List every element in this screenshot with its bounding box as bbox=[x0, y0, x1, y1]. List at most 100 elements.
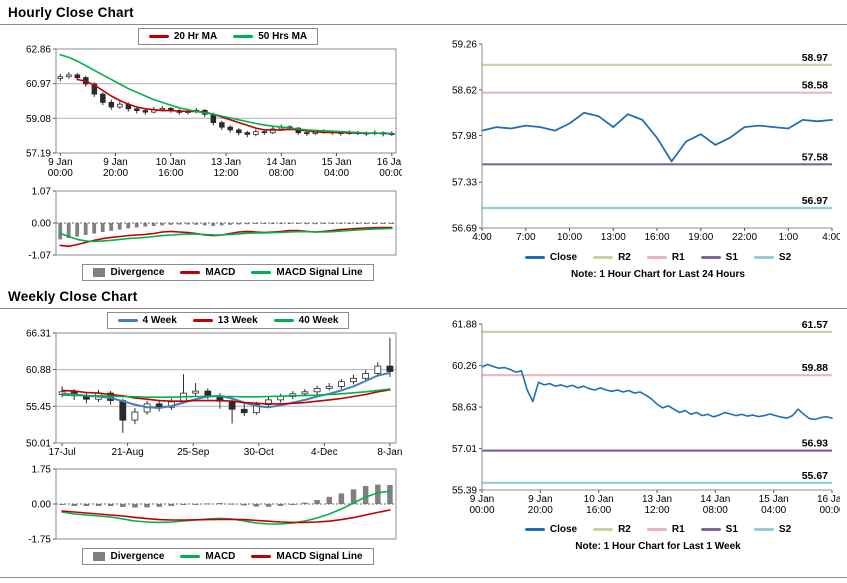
legend-label: R2 bbox=[618, 252, 631, 263]
svg-text:9 Jan: 9 Jan bbox=[48, 157, 72, 168]
legend-label: R2 bbox=[618, 524, 631, 535]
svg-text:10 Jan: 10 Jan bbox=[156, 157, 186, 168]
svg-text:16 Jan: 16 Jan bbox=[377, 157, 402, 168]
svg-text:50.01: 50.01 bbox=[26, 439, 51, 450]
legend-item: MACD Signal Line bbox=[251, 267, 363, 278]
svg-text:16:00: 16:00 bbox=[644, 232, 669, 243]
legend-line-swatch-icon bbox=[646, 528, 667, 531]
legend-label: S2 bbox=[778, 252, 792, 263]
svg-text:58.63: 58.63 bbox=[452, 403, 477, 414]
svg-text:55.39: 55.39 bbox=[452, 486, 477, 497]
legend-item: MACD Signal Line bbox=[251, 551, 363, 562]
svg-text:1.75: 1.75 bbox=[32, 465, 52, 476]
hourly-pivot-note: Note: 1 Hour Chart for Last 24 Hours bbox=[571, 269, 745, 280]
svg-text:1:00: 1:00 bbox=[779, 232, 799, 243]
legend-line-swatch-icon bbox=[180, 555, 201, 558]
legend-item: MACD bbox=[180, 267, 235, 278]
svg-text:59.26: 59.26 bbox=[452, 40, 477, 51]
legend-label: MACD Signal Line bbox=[276, 267, 363, 278]
hourly-price-panel: 20 Hr MA 50 Hrs MA 57.19 59.08 60.97 62.86 9 … bbox=[6, 28, 407, 281]
legend-line-swatch-icon bbox=[273, 319, 294, 322]
svg-text:61.88: 61.88 bbox=[452, 320, 477, 331]
weekly-price-panel: 4 Week 13 Week 40 Week 50.01 55.45 60.88 66.3… bbox=[6, 312, 406, 565]
legend-line-swatch-icon bbox=[700, 528, 721, 531]
legend-item: S1 bbox=[700, 524, 738, 535]
svg-text:16:00: 16:00 bbox=[586, 505, 611, 516]
svg-text:62.86: 62.86 bbox=[26, 45, 51, 56]
legend-label: MACD bbox=[205, 551, 236, 562]
svg-text:17-Jul: 17-Jul bbox=[48, 447, 75, 458]
legend-item: 13 Week bbox=[192, 315, 258, 326]
legend-label: Close bbox=[549, 252, 578, 263]
svg-text:20:00: 20:00 bbox=[103, 168, 128, 179]
svg-text:9 Jan: 9 Jan bbox=[103, 157, 127, 168]
weekly-pivot-chart: 55.39 57.01 58.63 60.26 61.88 9 Jan 00:00 9 Jan… bbox=[442, 316, 847, 520]
svg-text:00:00: 00:00 bbox=[48, 168, 73, 179]
weekly-macd-legend: Divergence MACD MACD Signal Line bbox=[82, 548, 374, 565]
svg-text:58.97: 58.97 bbox=[802, 52, 828, 64]
legend-bar-swatch-icon bbox=[93, 268, 106, 277]
legend-item: R2 bbox=[593, 252, 631, 263]
hourly-macd-chart-svg: -1.07 0.00 1.07 bbox=[28, 187, 397, 262]
hourly-macd-legend: Divergence MACD MACD Signal Line bbox=[82, 264, 374, 281]
svg-text:58.62: 58.62 bbox=[452, 85, 477, 96]
legend-line-swatch-icon bbox=[180, 271, 201, 274]
svg-text:00:00: 00:00 bbox=[379, 168, 402, 179]
legend-label: Divergence bbox=[110, 551, 165, 562]
svg-text:13 Jan: 13 Jan bbox=[642, 494, 672, 505]
svg-text:-1.07: -1.07 bbox=[28, 251, 51, 262]
legend-label: Divergence bbox=[110, 267, 165, 278]
legend-line-swatch-icon bbox=[192, 319, 213, 322]
hourly-pivot-chart-svg: 56.69 57.33 57.98 58.62 59.26 4:00 7:00 10:00 13… bbox=[452, 40, 842, 244]
svg-text:14 Jan: 14 Jan bbox=[266, 157, 296, 168]
svg-text:0.00: 0.00 bbox=[32, 500, 52, 511]
legend-line-swatch-icon bbox=[233, 35, 254, 38]
legend-line-swatch-icon bbox=[593, 256, 614, 259]
svg-text:61.57: 61.57 bbox=[802, 319, 828, 331]
legend-label: R1 bbox=[671, 524, 685, 535]
svg-text:08:00: 08:00 bbox=[269, 168, 294, 179]
legend-item: S2 bbox=[753, 524, 792, 535]
svg-text:15 Jan: 15 Jan bbox=[321, 157, 351, 168]
svg-text:60.26: 60.26 bbox=[452, 361, 477, 372]
legend-item: R1 bbox=[646, 524, 685, 535]
divider bbox=[0, 24, 847, 25]
svg-text:60.97: 60.97 bbox=[26, 79, 51, 90]
legend-line-swatch-icon bbox=[646, 256, 667, 259]
legend-line-swatch-icon bbox=[117, 319, 138, 322]
svg-text:10 Jan: 10 Jan bbox=[584, 494, 614, 505]
legend-label: S1 bbox=[725, 524, 738, 535]
svg-text:57.58: 57.58 bbox=[802, 151, 828, 163]
svg-text:4:00: 4:00 bbox=[472, 232, 492, 243]
legend-label: 50 Hrs MA bbox=[258, 31, 308, 42]
weekly-section-title: Weekly Close Chart bbox=[8, 289, 138, 304]
svg-text:55.45: 55.45 bbox=[26, 402, 51, 413]
legend-item: Close bbox=[524, 524, 577, 535]
legend-line-swatch-icon bbox=[251, 555, 272, 558]
legend-item: S1 bbox=[700, 252, 738, 263]
legend-item: S2 bbox=[753, 252, 792, 263]
legend-line-swatch-icon bbox=[593, 528, 614, 531]
legend-line-swatch-icon bbox=[524, 528, 545, 531]
svg-text:8-Jan: 8-Jan bbox=[377, 447, 402, 458]
hourly-price-legend: 20 Hr MA 50 Hrs MA bbox=[137, 28, 319, 45]
svg-text:7:00: 7:00 bbox=[516, 232, 536, 243]
svg-text:1.07: 1.07 bbox=[32, 187, 52, 198]
svg-text:22:00: 22:00 bbox=[732, 232, 757, 243]
svg-text:10:00: 10:00 bbox=[557, 232, 582, 243]
svg-text:58.58: 58.58 bbox=[802, 80, 828, 92]
legend-item: Divergence bbox=[93, 551, 164, 562]
weekly-pivot-panel: 55.39 57.01 58.63 60.26 61.88 9 Jan 00:00 9 Jan… bbox=[442, 316, 847, 552]
hourly-price-chart: 57.19 59.08 60.97 62.86 9 Jan 00:00 9 Jan 20:00… bbox=[6, 45, 407, 183]
svg-text:56.69: 56.69 bbox=[452, 224, 477, 235]
svg-text:16 Jan: 16 Jan bbox=[817, 494, 840, 505]
svg-text:15 Jan: 15 Jan bbox=[759, 494, 789, 505]
legend-label: S2 bbox=[778, 524, 792, 535]
legend-item: R2 bbox=[593, 524, 631, 535]
legend-line-swatch-icon bbox=[251, 271, 272, 274]
legend-line-swatch-icon bbox=[524, 256, 545, 259]
svg-text:56.97: 56.97 bbox=[802, 195, 828, 207]
